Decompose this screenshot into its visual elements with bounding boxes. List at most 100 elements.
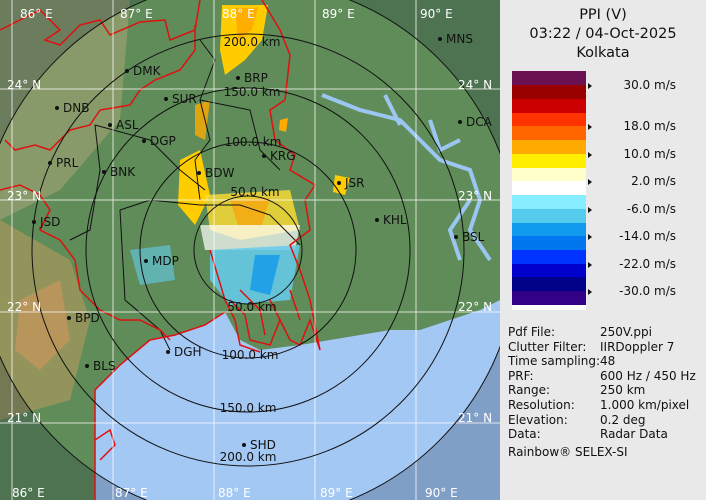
lat-label-right: 22° N (458, 300, 492, 314)
city-label: BNK (110, 165, 136, 179)
colorbar-band (512, 195, 586, 209)
city-label: BPD (75, 311, 100, 325)
city-dot-icon (67, 316, 71, 320)
info-value: 250 km (600, 383, 646, 398)
colorbar-label: -6.0 m/s (588, 202, 676, 216)
city-dot-icon (125, 69, 129, 73)
city-dot-icon (262, 154, 266, 158)
lon-label-bottom: 89° E (320, 486, 353, 500)
range-label-50-south: 50.0 km (227, 300, 276, 314)
lon-label-top: 87° E (120, 7, 153, 21)
info-row: Elevation: 0.2 deg (508, 413, 646, 427)
colorbar-label-text: 10.0 m/s (623, 147, 676, 161)
city-dot-icon (85, 364, 89, 368)
info-label: PRF: (508, 368, 534, 383)
city-label: JSD (39, 215, 60, 229)
city-dot-icon (197, 171, 201, 175)
info-label: Range: (508, 383, 551, 398)
lat-label-left: 23° N (7, 189, 41, 203)
colorbar-label-text: -14.0 m/s (619, 229, 676, 243)
range-label-50-north: 50.0 km (230, 185, 279, 199)
colorbar-band (512, 168, 586, 181)
city-dot-icon (242, 443, 246, 447)
tick-marker-icon (588, 206, 592, 213)
lon-label-top: 90° E (420, 7, 453, 21)
colorbar-band (512, 181, 586, 195)
lon-label-bottom: 86° E (12, 486, 45, 500)
info-panel: PPI (V) 03:22 / 04-Oct-2025 Kolkata 30.0… (500, 0, 706, 500)
colorbar-band (512, 223, 586, 236)
city-label: DCA (466, 115, 493, 129)
colorbar-band (512, 85, 586, 99)
lat-label-right: 23° N (458, 189, 492, 203)
range-label-100-north: 100.0 km (225, 135, 282, 149)
range-label-100-south: 100.0 km (222, 348, 279, 362)
grid-labels: 86° E 87° E 88° E 89° E 90° E 86° E 87° … (7, 7, 492, 500)
colorbar-label: -14.0 m/s (588, 229, 676, 243)
city-label: DNB (63, 101, 89, 115)
lon-label-top: 89° E (322, 7, 355, 21)
radar-site: Kolkata (576, 45, 630, 61)
city-dot-icon (454, 235, 458, 239)
lon-label-bottom: 87° E (115, 486, 148, 500)
info-value: 1.000 km/pixel (600, 398, 690, 412)
tick-marker-icon (588, 261, 592, 268)
city-dot-icon (144, 259, 148, 263)
range-label-200-south: 200.0 km (220, 450, 277, 464)
range-labels: 50.0 km 100.0 km 150.0 km 200.0 km 50.0 … (220, 35, 282, 464)
colorbar-band (512, 71, 586, 85)
colorbar-label-text: 2.0 m/s (631, 174, 676, 188)
info-row: PRF: 600 Hz / 450 Hz (508, 368, 696, 383)
city-label: JSR (344, 176, 365, 190)
colorbar-label-text: 18.0 m/s (623, 119, 676, 133)
info-row: Time sampling: 48 (508, 354, 615, 369)
lat-label-left: 24° N (7, 78, 41, 92)
tick-marker-icon (588, 82, 592, 89)
terrain-west (0, 0, 130, 220)
city-label: BSL (462, 230, 485, 244)
lon-label-top: 86° E (20, 7, 53, 21)
info-value: 0.2 deg (600, 412, 646, 427)
city-dot-icon (164, 97, 168, 101)
echo-near-white (200, 225, 300, 250)
lat-label-left: 22° N (7, 300, 41, 314)
graticule (0, 0, 500, 500)
radar-echoes (130, 5, 350, 305)
radar-map[interactable]: 86° E 87° E 88° E 89° E 90° E 86° E 87° … (0, 0, 500, 500)
tick-marker-icon (588, 178, 592, 185)
info-row: Pdf File: 250V.ppi (508, 325, 652, 339)
city-label: SUR (172, 92, 197, 106)
range-label-150-north: 150.0 km (224, 85, 281, 99)
colorbar-band (512, 264, 586, 277)
info-value: Radar Data (600, 427, 668, 442)
lon-label-top: 88° E (222, 7, 255, 21)
city-dot-icon (458, 120, 462, 124)
info-value: 600 Hz / 450 Hz (600, 368, 696, 383)
city-dot-icon (166, 350, 170, 354)
city-label: KHL (383, 213, 407, 227)
city-label: BDW (205, 166, 234, 180)
range-rings (0, 0, 500, 500)
info-row: Resolution: 1.000 km/pixel (508, 398, 689, 412)
district-borders (69, 39, 301, 351)
info-label: Time sampling: (508, 354, 601, 369)
lon-label-bottom: 88° E (218, 486, 251, 500)
lon-label-bottom: 90° E (425, 486, 458, 500)
colorbar-band (512, 236, 586, 250)
info-row: Clutter Filter: IIRDoppler 7 (508, 339, 674, 354)
city-label: KRG (270, 149, 296, 163)
tick-marker-icon (588, 288, 592, 295)
colorbar-label: 30.0 m/s (588, 78, 676, 92)
colorbar-bottom-strip (512, 305, 586, 310)
range-label-150-south: 150.0 km (220, 401, 277, 415)
info-label: Clutter Filter: (508, 339, 587, 354)
lat-label-right: 21° N (458, 411, 492, 425)
city-dot-icon (102, 170, 106, 174)
rivers (321, 93, 492, 262)
colorbar-label-text: -6.0 m/s (626, 202, 676, 216)
colorbar-label: 18.0 m/s (588, 119, 676, 133)
plateau (15, 280, 70, 370)
city-label: BRP (244, 71, 268, 85)
scan-datetime: 03:22 / 04-Oct-2025 (529, 26, 677, 42)
city-label: SHD (250, 438, 276, 452)
